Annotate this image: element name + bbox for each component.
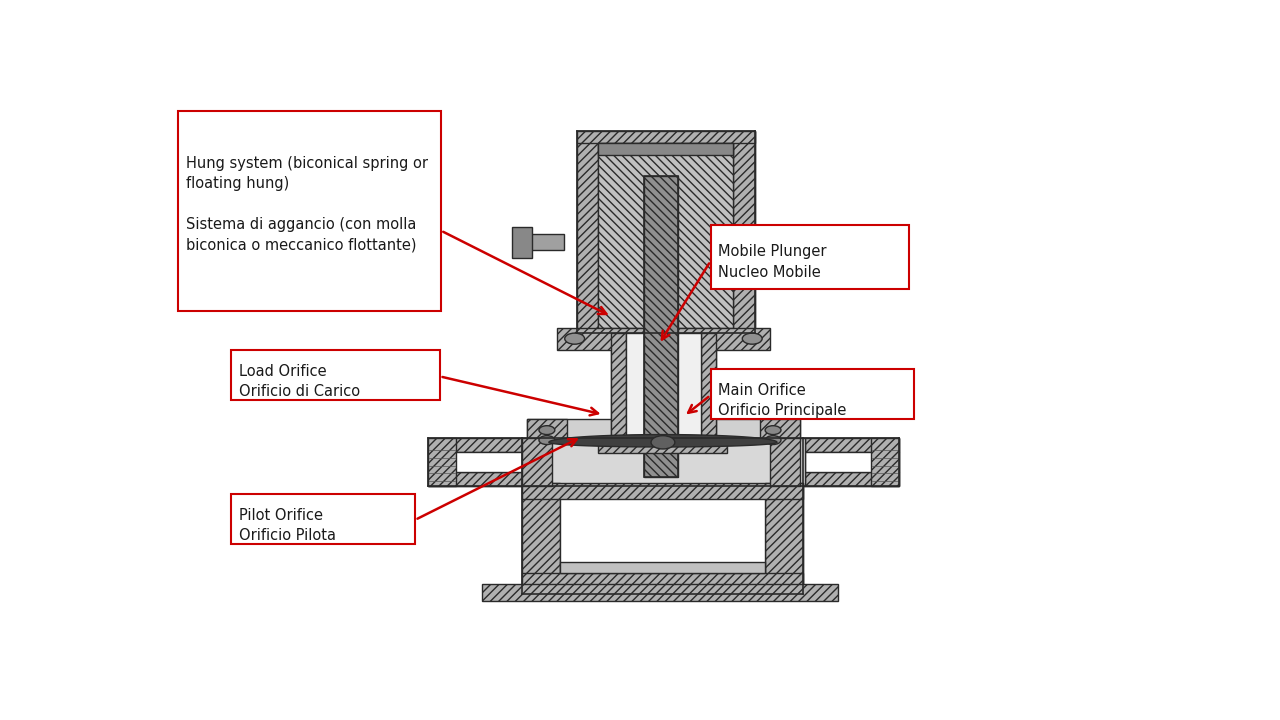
Bar bbox=[522, 483, 803, 500]
Bar bbox=[559, 562, 765, 572]
Circle shape bbox=[742, 333, 762, 344]
Bar bbox=[599, 143, 733, 155]
Bar bbox=[527, 419, 800, 441]
Polygon shape bbox=[549, 435, 777, 447]
Bar bbox=[765, 483, 803, 594]
Bar bbox=[483, 584, 837, 601]
Circle shape bbox=[539, 436, 554, 444]
Polygon shape bbox=[599, 440, 727, 454]
Bar bbox=[512, 227, 532, 258]
Bar bbox=[428, 472, 522, 485]
Bar bbox=[522, 438, 552, 485]
Bar bbox=[733, 131, 755, 333]
Bar bbox=[599, 143, 733, 328]
Bar bbox=[522, 572, 803, 594]
Bar bbox=[559, 498, 765, 572]
Bar bbox=[805, 452, 899, 472]
Bar bbox=[612, 333, 716, 436]
Bar bbox=[428, 438, 522, 452]
Bar bbox=[428, 452, 522, 472]
FancyBboxPatch shape bbox=[710, 369, 914, 419]
Bar bbox=[805, 472, 899, 485]
Bar bbox=[576, 131, 599, 333]
FancyBboxPatch shape bbox=[232, 350, 440, 400]
Circle shape bbox=[564, 333, 585, 344]
FancyBboxPatch shape bbox=[232, 494, 415, 544]
Circle shape bbox=[539, 426, 554, 435]
Bar bbox=[428, 438, 899, 485]
Bar bbox=[529, 234, 563, 251]
Bar bbox=[612, 333, 626, 436]
Bar bbox=[872, 438, 899, 485]
Text: Main Orifice
Orificio Principale: Main Orifice Orificio Principale bbox=[718, 383, 847, 418]
Circle shape bbox=[765, 436, 781, 444]
Bar bbox=[428, 438, 456, 485]
Text: Hung system (biconical spring or
floating hung)

Sistema di aggancio (con molla
: Hung system (biconical spring or floatin… bbox=[186, 156, 428, 252]
Bar bbox=[700, 333, 716, 436]
Bar bbox=[527, 419, 567, 441]
Circle shape bbox=[765, 426, 781, 435]
Bar bbox=[760, 419, 800, 441]
Bar bbox=[644, 176, 678, 477]
Text: Load Orifice
Orificio di Carico: Load Orifice Orificio di Carico bbox=[239, 364, 361, 399]
Text: Mobile Plunger
Nucleo Mobile: Mobile Plunger Nucleo Mobile bbox=[718, 244, 827, 280]
Bar bbox=[557, 328, 771, 350]
Bar bbox=[576, 131, 755, 143]
Circle shape bbox=[652, 436, 675, 449]
FancyBboxPatch shape bbox=[178, 112, 440, 311]
Bar bbox=[522, 483, 803, 594]
Bar bbox=[771, 438, 800, 485]
Bar bbox=[644, 176, 678, 477]
Text: Pilot Orifice
Orificio Pilota: Pilot Orifice Orificio Pilota bbox=[239, 508, 337, 543]
Bar bbox=[626, 333, 700, 436]
FancyBboxPatch shape bbox=[710, 225, 909, 289]
Bar bbox=[576, 131, 755, 333]
Bar bbox=[522, 438, 805, 485]
Bar bbox=[805, 438, 899, 452]
Bar bbox=[522, 483, 559, 594]
